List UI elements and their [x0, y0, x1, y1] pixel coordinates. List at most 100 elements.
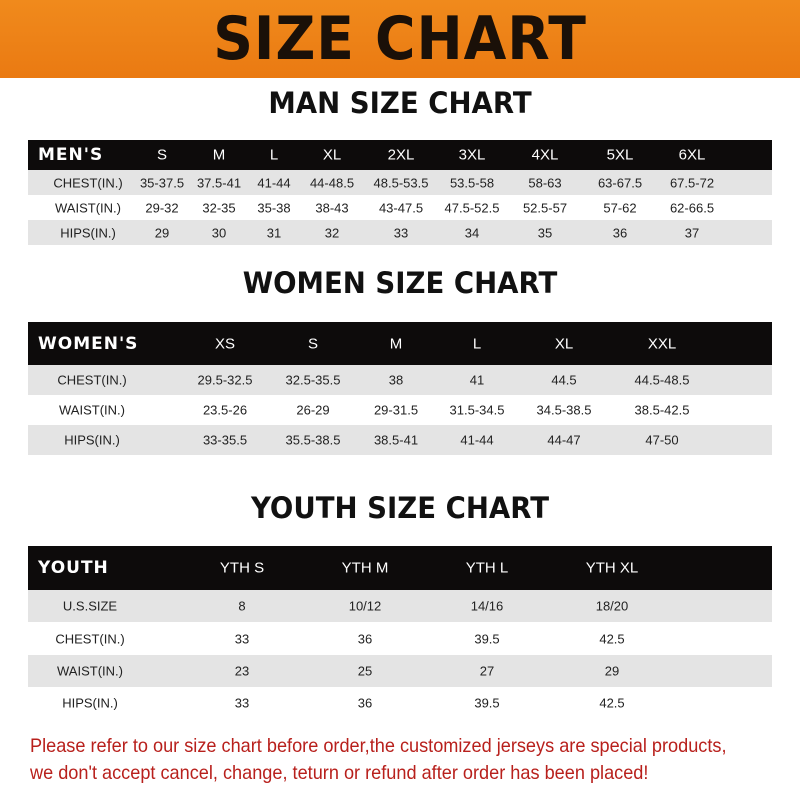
- table-cell: 57-62: [603, 200, 637, 215]
- table-cell: 33: [234, 631, 250, 646]
- table-cell: 25: [357, 663, 373, 679]
- table-cell: 39.5: [474, 631, 500, 646]
- order-note: Please refer to our size chart before or…: [30, 735, 727, 784]
- row-label: WAIST(IN.): [55, 200, 121, 215]
- table-cell: 41: [469, 372, 485, 388]
- table-row: HIPS(IN.) 29 30 31 32 33 34 35 36 37: [28, 220, 772, 245]
- size-header: XL: [554, 335, 574, 352]
- table-cell: 36: [612, 225, 628, 240]
- table-row: HIPS(IN.) 33-35.5 35.5-38.5 38.5-41 41-44 44-…: [28, 425, 772, 455]
- row-label: WAIST(IN.): [57, 663, 123, 679]
- table-header-row: MEN'S S M L XL 2XL 3XL 4XL 5XL 6XL: [28, 140, 772, 170]
- table-cell: 8: [238, 598, 246, 614]
- table-header-row: WOMEN'S XS S M L XL XXL: [28, 322, 772, 365]
- women-size-chart-title: WOMEN SIZE CHART: [242, 266, 558, 300]
- table-cell: 43-47.5: [378, 200, 424, 215]
- table-cell: 47-50: [645, 432, 679, 448]
- size-header: L: [269, 146, 279, 164]
- table-cell: 30: [211, 225, 227, 240]
- header-label: WOMEN'S: [38, 333, 139, 354]
- size-header: YTH XL: [585, 559, 639, 577]
- table-cell: 52.5-57: [522, 200, 568, 215]
- table-cell: 32: [324, 225, 340, 240]
- table-cell: 38.5-42.5: [634, 402, 690, 418]
- table-cell: 38: [388, 372, 404, 388]
- table-cell: 29-32: [145, 200, 179, 215]
- table-cell: 33-35.5: [202, 432, 248, 448]
- table-cell: 29-31.5: [373, 402, 419, 418]
- size-header: XS: [214, 335, 236, 352]
- table-cell: 37: [684, 225, 700, 240]
- table-cell: 32-35: [202, 200, 236, 215]
- table-cell: 23.5-26: [202, 402, 248, 418]
- table-cell: 39.5: [474, 695, 500, 710]
- table-row: CHEST(IN.) 29.5-32.5 32.5-35.5 38 41 44.5 44.5…: [28, 365, 772, 395]
- table-cell: 35-37.5: [139, 175, 185, 190]
- table-cell: 23: [234, 663, 250, 679]
- youth-size-chart-title: YOUTH SIZE CHART: [250, 491, 550, 525]
- table-cell: 34.5-38.5: [536, 402, 592, 418]
- table-cell: 47.5-52.5: [444, 200, 500, 215]
- size-header: YTH M: [341, 559, 389, 577]
- table-cell: 63-67.5: [597, 175, 643, 190]
- size-header: S: [156, 146, 168, 164]
- table-cell: 67.5-72: [669, 175, 715, 190]
- size-header: 5XL: [606, 146, 634, 164]
- table-cell: 35.5-38.5: [285, 432, 341, 448]
- row-label: CHEST(IN.): [53, 175, 123, 190]
- table-cell: 41-44: [257, 175, 291, 190]
- table-row: WAIST(IN.) 29-32 32-35 35-38 38-43 43-47.5 47.…: [28, 195, 772, 220]
- table-row: U.S.SIZE 8 10/12 14/16 18/20: [28, 590, 772, 622]
- table-cell: 10/12: [348, 598, 382, 614]
- table-cell: 27: [479, 663, 495, 679]
- size-header: M: [389, 335, 403, 352]
- table-cell: 34: [464, 225, 480, 240]
- table-cell: 29.5-32.5: [197, 372, 253, 388]
- table-cell: 53.5-58: [449, 175, 495, 190]
- table-cell: 29: [154, 225, 170, 240]
- table-cell: 62-66.5: [669, 200, 715, 215]
- table-row: CHEST(IN.) 33 36 39.5 42.5: [28, 622, 772, 655]
- row-label: U.S.SIZE: [62, 598, 118, 614]
- table-cell: 29: [604, 663, 620, 679]
- table-cell: 42.5: [599, 695, 625, 710]
- row-label: HIPS(IN.): [62, 695, 118, 710]
- header-label: YOUTH: [38, 558, 109, 578]
- table-cell: 26-29: [296, 402, 330, 418]
- table-cell: 14/16: [470, 598, 504, 614]
- row-label: WAIST(IN.): [59, 402, 125, 418]
- table-cell: 44-48.5: [309, 175, 355, 190]
- table-cell: 58-63: [528, 175, 562, 190]
- table-cell: 38.5-41: [373, 432, 419, 448]
- title-banner: SIZE CHART: [0, 0, 800, 78]
- table-header-row: YOUTH YTH S YTH M YTH L YTH XL: [28, 546, 772, 590]
- men-size-chart-title: MAN SIZE CHART: [268, 86, 532, 120]
- table-cell: 44-47: [547, 432, 581, 448]
- table-cell: 42.5: [599, 631, 625, 646]
- table-cell: 36: [357, 631, 373, 646]
- size-header: 2XL: [387, 146, 415, 164]
- table-cell: 36: [357, 695, 373, 710]
- table-cell: 38-43: [315, 200, 349, 215]
- header-label: MEN'S: [38, 145, 104, 165]
- table-cell: 32.5-35.5: [285, 372, 341, 388]
- table-cell: 35-38: [257, 200, 291, 215]
- size-header: YTH S: [219, 559, 265, 577]
- size-header: 3XL: [458, 146, 486, 164]
- table-cell: 33: [393, 225, 409, 240]
- table-row: CHEST(IN.) 35-37.5 37.5-41 41-44 44-48.5 48.5…: [28, 170, 772, 195]
- row-label: HIPS(IN.): [60, 225, 116, 240]
- table-row: HIPS(IN.) 33 36 39.5 42.5: [28, 687, 772, 718]
- page-title: SIZE CHART: [213, 4, 587, 74]
- table-cell: 37.5-41: [196, 175, 242, 190]
- table-cell: 18/20: [595, 598, 629, 614]
- size-header: 4XL: [531, 146, 559, 164]
- table-cell: 31.5-34.5: [449, 402, 505, 418]
- table-cell: 44.5-48.5: [634, 372, 690, 388]
- table-row: WAIST(IN.) 23 25 27 29: [28, 655, 772, 687]
- table-row: WAIST(IN.) 23.5-26 26-29 29-31.5 31.5-34.5 34…: [28, 395, 772, 425]
- size-header: XL: [322, 146, 342, 164]
- size-header: L: [472, 335, 482, 352]
- size-header: M: [212, 146, 226, 164]
- table-cell: 44.5: [551, 372, 577, 388]
